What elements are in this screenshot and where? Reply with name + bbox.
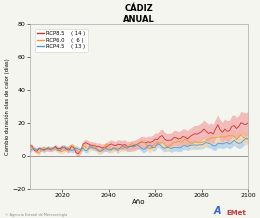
Title: CÁDIZ
ANUAL: CÁDIZ ANUAL xyxy=(123,4,155,24)
Y-axis label: Cambio duración olas de calor (días): Cambio duración olas de calor (días) xyxy=(4,58,10,155)
Text: EMet: EMet xyxy=(226,210,246,216)
Text: © Agencia Estatal de Meteorología: © Agencia Estatal de Meteorología xyxy=(5,213,67,217)
Legend: RCP8.5    ( 14 ), RCP6.0    (  6 ), RCP4.5    ( 13 ): RCP8.5 ( 14 ), RCP6.0 ( 6 ), RCP4.5 ( 13… xyxy=(35,29,88,51)
X-axis label: Año: Año xyxy=(132,199,146,205)
Text: A: A xyxy=(213,206,221,216)
